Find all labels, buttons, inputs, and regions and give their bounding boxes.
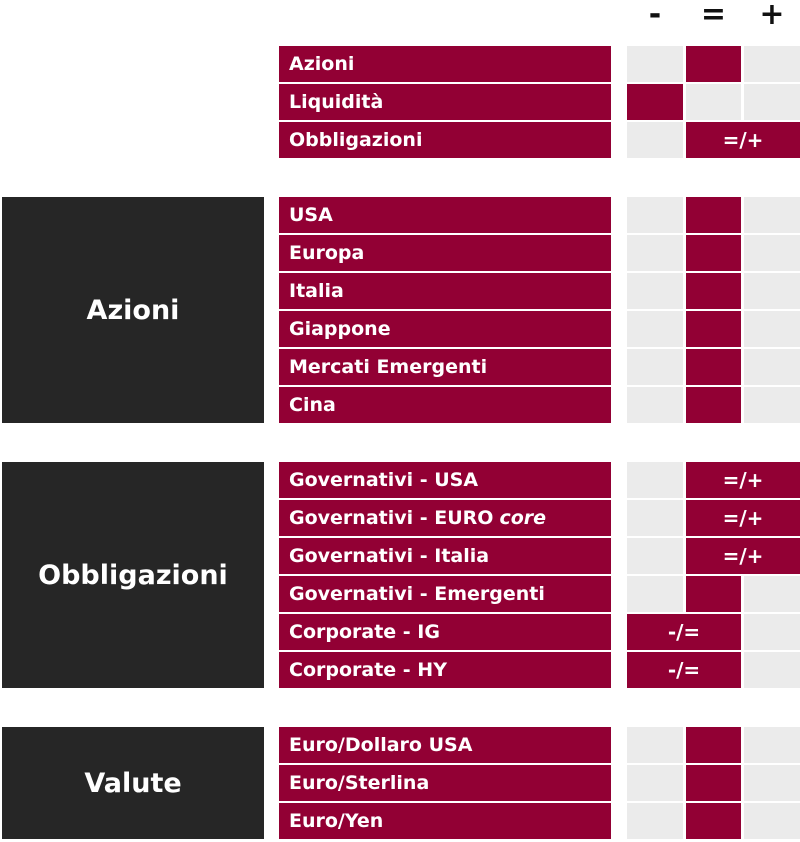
- rating-fill: =/+: [686, 500, 800, 536]
- rating-cell: [627, 387, 683, 423]
- row-label-text: Governativi - EURO: [289, 507, 494, 529]
- rating-cell: [627, 765, 683, 801]
- rating-cell: [744, 273, 800, 309]
- row-label: USA: [279, 197, 611, 233]
- rating-fill: [686, 311, 741, 347]
- rating-cell: [744, 765, 800, 801]
- rating-cell: [744, 803, 800, 839]
- row-label-text: Giappone: [289, 318, 391, 340]
- rating-fill: =/+: [686, 538, 800, 574]
- row-label: Corporate - IG: [279, 614, 611, 650]
- rating-cell: [627, 500, 683, 536]
- row-label-text: Corporate - HY: [289, 659, 447, 681]
- rating-cell: [744, 576, 800, 612]
- row-label: Governativi - USA: [279, 462, 611, 498]
- row-label-text: Obbligazioni: [289, 129, 423, 151]
- row-label-text: Governativi - Italia: [289, 545, 490, 567]
- rating-cell: [627, 235, 683, 271]
- row-label-text: Corporate - IG: [289, 621, 440, 643]
- row-label: Governativi - EURO core: [279, 500, 611, 536]
- rating-fill: -/=: [627, 614, 741, 650]
- rating-cell: [627, 727, 683, 763]
- rating-fill: [686, 197, 741, 233]
- column-header: -: [648, 0, 662, 32]
- row-label-text: Europa: [289, 242, 365, 264]
- row-label-text: Azioni: [289, 53, 355, 75]
- row-label: Italia: [279, 273, 611, 309]
- row-label-emphasis: core: [499, 507, 547, 529]
- rating-cell: [627, 46, 683, 82]
- rating-fill: [627, 84, 683, 120]
- row-label: Obbligazioni: [279, 122, 611, 158]
- rating-fill: -/=: [627, 652, 741, 688]
- column-header: +: [759, 0, 785, 32]
- row-label: Governativi - Emergenti: [279, 576, 611, 612]
- row-label-text: Euro/Dollaro USA: [289, 734, 473, 756]
- rating-fill: [686, 349, 741, 385]
- row-label-text: Mercati Emergenti: [289, 356, 488, 378]
- group-label: Azioni: [2, 197, 264, 423]
- rating-cell: [627, 273, 683, 309]
- rating-fill: =/+: [686, 462, 800, 498]
- rating-cell: [744, 652, 800, 688]
- row-label: Corporate - HY: [279, 652, 611, 688]
- rating-cell: [744, 614, 800, 650]
- rating-cell: [744, 727, 800, 763]
- row-label-text: Governativi - Emergenti: [289, 583, 545, 605]
- row-label-text: Governativi - USA: [289, 469, 479, 491]
- rating-fill: [686, 387, 741, 423]
- rating-fill: [686, 803, 741, 839]
- rating-cell: [627, 538, 683, 574]
- row-label: Cina: [279, 387, 611, 423]
- row-label: Euro/Sterlina: [279, 765, 611, 801]
- row-label-text: Italia: [289, 280, 344, 302]
- rating-fill: [686, 235, 741, 271]
- row-label-text: USA: [289, 204, 333, 226]
- rating-cell: [627, 349, 683, 385]
- row-label: Euro/Yen: [279, 803, 611, 839]
- rating-cell: [627, 462, 683, 498]
- row-label-text: Liquidità: [289, 91, 384, 113]
- rating-fill: [686, 273, 741, 309]
- rating-cell: [627, 311, 683, 347]
- group-label: Valute: [2, 727, 264, 839]
- row-label-text: Cina: [289, 394, 336, 416]
- rating-fill: [686, 727, 741, 763]
- rating-cell: [744, 235, 800, 271]
- row-label: Governativi - Italia: [279, 538, 611, 574]
- row-label: Euro/Dollaro USA: [279, 727, 611, 763]
- rating-fill: [686, 46, 741, 82]
- row-label: Azioni: [279, 46, 611, 82]
- group-label: Obbligazioni: [2, 462, 264, 688]
- rating-cell: [627, 197, 683, 233]
- rating-cell: [744, 46, 800, 82]
- rating-cell: [686, 84, 741, 120]
- row-label: Giappone: [279, 311, 611, 347]
- rating-fill: [686, 765, 741, 801]
- row-label: Europa: [279, 235, 611, 271]
- rating-cell: [744, 311, 800, 347]
- row-label: Mercati Emergenti: [279, 349, 611, 385]
- rating-fill: =/+: [686, 122, 800, 158]
- rating-cell: [744, 84, 800, 120]
- rating-cell: [627, 122, 683, 158]
- rating-cell: [627, 803, 683, 839]
- rating-cell: [627, 576, 683, 612]
- rating-fill: [686, 576, 741, 612]
- rating-cell: [744, 349, 800, 385]
- rating-cell: [744, 197, 800, 233]
- row-label-text: Euro/Sterlina: [289, 772, 430, 794]
- column-header: =: [700, 0, 727, 32]
- row-label-text: Euro/Yen: [289, 810, 384, 832]
- rating-cell: [744, 387, 800, 423]
- row-label: Liquidità: [279, 84, 611, 120]
